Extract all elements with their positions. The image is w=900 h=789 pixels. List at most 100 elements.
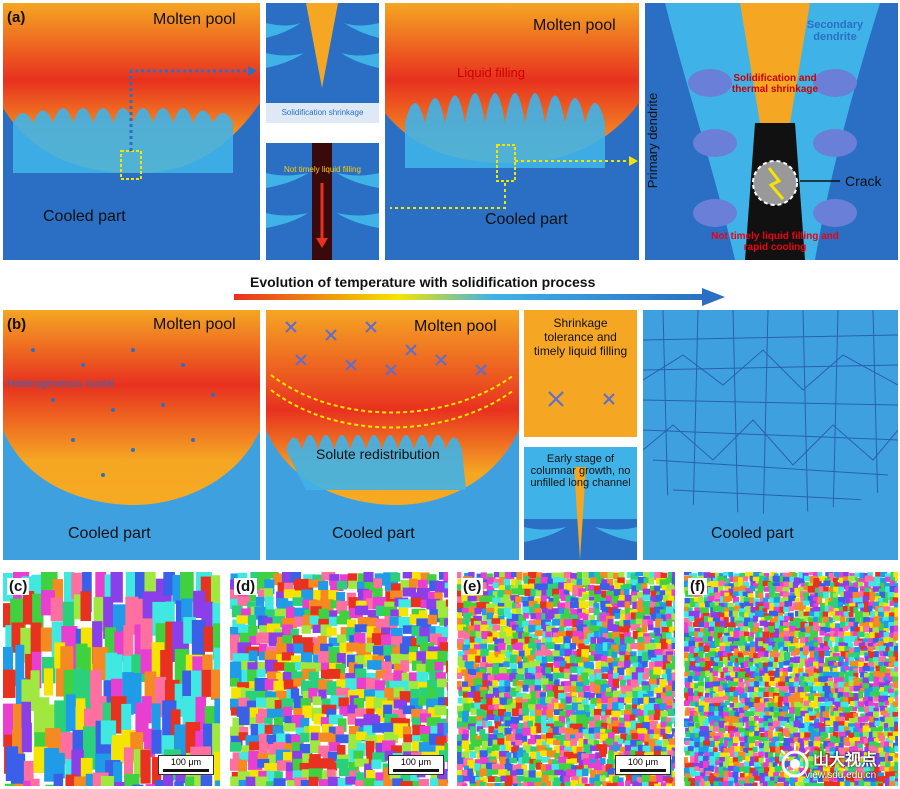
grain xyxy=(382,606,398,616)
grain xyxy=(703,775,712,781)
grain xyxy=(783,581,792,590)
grain xyxy=(504,590,512,599)
grain xyxy=(860,586,867,593)
grain xyxy=(842,707,851,715)
grain xyxy=(504,764,514,772)
grain xyxy=(523,777,531,783)
grain xyxy=(849,711,857,721)
grain xyxy=(798,632,806,640)
grain xyxy=(747,636,754,642)
grain xyxy=(668,626,675,634)
grain xyxy=(566,578,576,584)
grain xyxy=(699,781,708,786)
grain xyxy=(671,728,675,737)
grain xyxy=(559,734,569,743)
grain xyxy=(294,777,308,786)
grain xyxy=(476,649,483,659)
grain xyxy=(302,753,312,768)
grain xyxy=(813,637,819,643)
grain xyxy=(794,642,799,650)
grain xyxy=(833,677,842,684)
grain xyxy=(719,642,728,649)
grain xyxy=(703,711,711,718)
panel-b2-molten-pool: Molten pool xyxy=(414,318,497,335)
grain xyxy=(687,675,693,684)
grain xyxy=(230,661,242,675)
grain xyxy=(590,637,597,645)
grain xyxy=(723,695,729,701)
grain xyxy=(748,652,756,660)
grain xyxy=(864,693,873,700)
grain xyxy=(630,579,639,589)
grain xyxy=(499,576,506,586)
grain xyxy=(641,782,650,786)
grain xyxy=(777,701,783,708)
grain xyxy=(624,601,631,611)
grain xyxy=(457,752,464,760)
grain xyxy=(703,740,711,747)
grain xyxy=(847,653,854,659)
grain xyxy=(798,675,807,681)
grain xyxy=(247,614,257,629)
grain xyxy=(817,766,826,774)
row-a-label: (a) xyxy=(7,9,26,26)
grain xyxy=(779,765,785,771)
grain xyxy=(673,600,675,609)
grain xyxy=(798,748,808,754)
grain xyxy=(768,657,775,664)
grain xyxy=(571,753,581,763)
grain xyxy=(732,722,739,729)
grain xyxy=(758,662,767,671)
grain xyxy=(880,572,888,578)
grain xyxy=(444,588,448,598)
grain xyxy=(694,607,700,614)
grain xyxy=(844,657,852,664)
grain xyxy=(888,707,896,714)
grain xyxy=(820,606,828,613)
grain xyxy=(653,585,661,594)
grain xyxy=(53,773,64,786)
grain xyxy=(596,698,602,706)
grain xyxy=(870,611,878,619)
grain xyxy=(834,737,842,744)
grain xyxy=(797,752,803,759)
grain xyxy=(864,606,872,616)
grain xyxy=(868,601,876,609)
grain xyxy=(689,715,695,722)
grain xyxy=(798,761,805,767)
grain xyxy=(784,596,791,602)
grain xyxy=(636,600,646,611)
grain xyxy=(733,766,741,773)
grain xyxy=(552,632,560,639)
grain xyxy=(885,680,891,689)
grain xyxy=(575,732,584,741)
grain xyxy=(693,652,701,658)
grain xyxy=(742,650,750,656)
grain xyxy=(373,661,386,670)
grain xyxy=(714,702,722,708)
grain xyxy=(418,681,428,692)
grain xyxy=(805,626,812,634)
grain xyxy=(823,671,829,678)
grain xyxy=(434,705,447,716)
panel-a4-primary-dendrite: Primary dendrite xyxy=(645,92,661,189)
grain xyxy=(828,587,834,593)
grain xyxy=(764,752,771,758)
grain xyxy=(863,760,872,768)
grain xyxy=(518,757,525,768)
grain xyxy=(684,652,689,661)
grain xyxy=(564,680,572,689)
grain xyxy=(654,661,663,670)
grain xyxy=(809,782,818,786)
grain xyxy=(617,782,624,786)
grain xyxy=(427,687,438,702)
grain xyxy=(337,777,353,786)
grain xyxy=(560,681,567,689)
grain xyxy=(515,739,523,746)
grain xyxy=(505,770,514,777)
grain xyxy=(712,726,720,732)
grain xyxy=(595,661,606,670)
grain xyxy=(566,769,576,778)
grain xyxy=(672,680,675,687)
grain xyxy=(813,641,819,648)
